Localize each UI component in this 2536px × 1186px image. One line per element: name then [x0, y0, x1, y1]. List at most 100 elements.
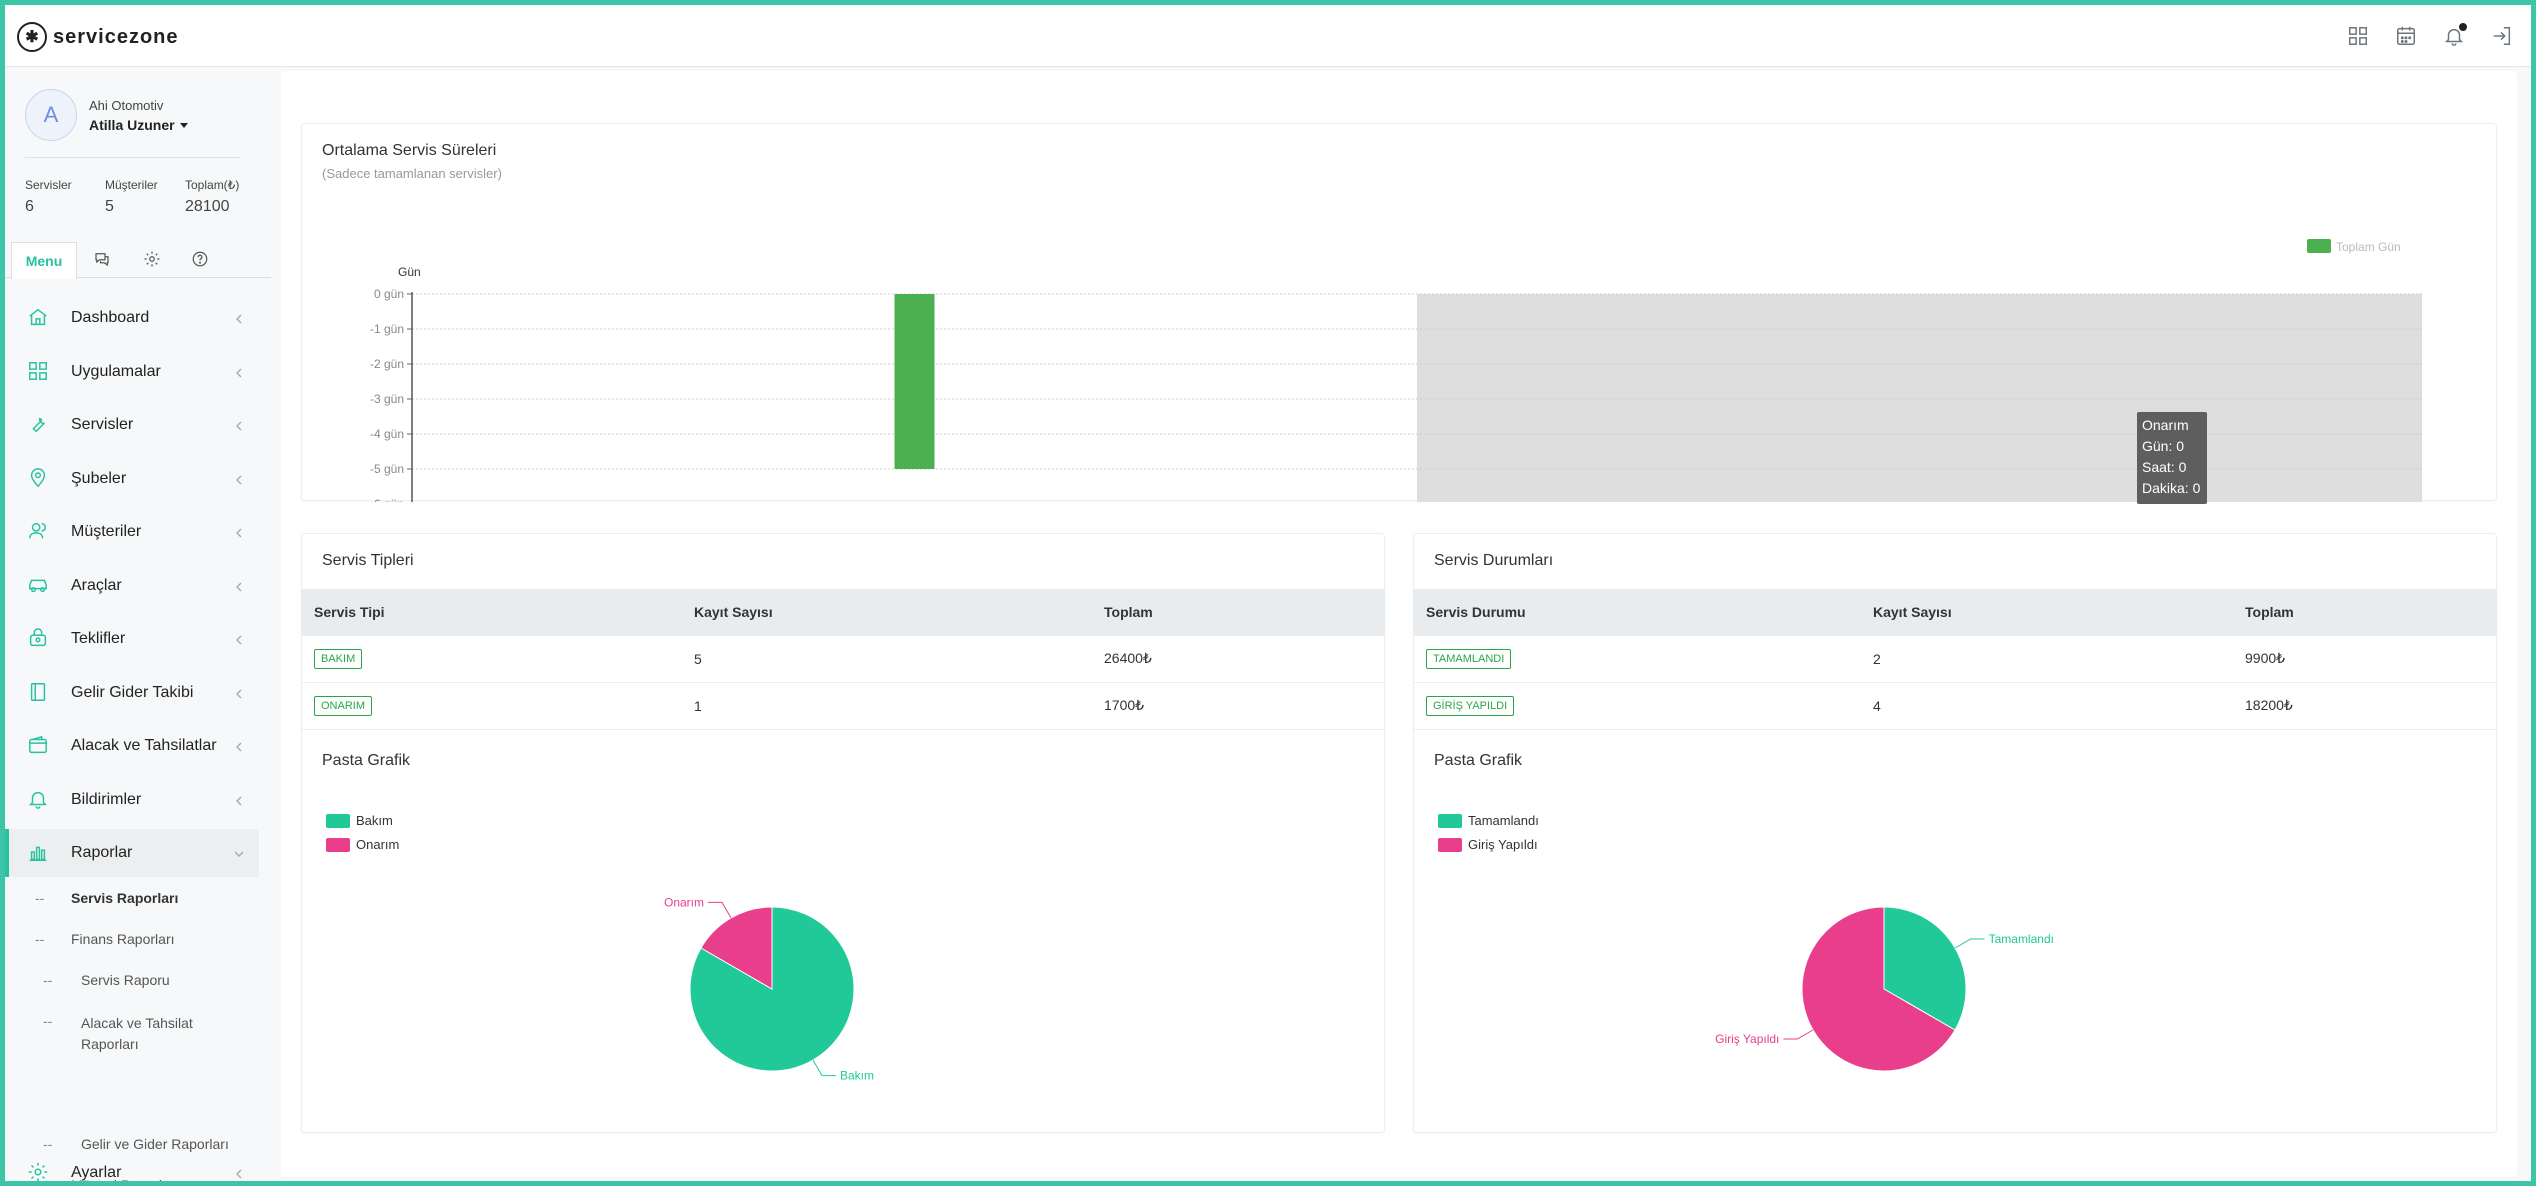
legend-item[interactable]: Bakım [326, 813, 393, 828]
subnav-dash: -- [43, 1136, 53, 1152]
stat-label: Servisler [25, 178, 72, 192]
sidebar-item-servisler[interactable]: Servisler [5, 401, 259, 449]
pie-title: Pasta Grafik [322, 752, 411, 769]
sidebar-item-ayarlar[interactable]: Ayarlar [5, 1151, 259, 1181]
subnav-servis-raporu[interactable]: -- Servis Raporu [43, 972, 255, 992]
table-row: GİRİŞ YAPILDI 4 18200₺ [1414, 681, 2497, 730]
home-icon [27, 306, 51, 330]
service-types-table: Servis Tipi Kayıt Sayısı Toplam BAKIM 5 … [302, 589, 1385, 730]
card-title: Servis Tipleri [322, 552, 414, 569]
count-cell: 4 [1861, 681, 2233, 730]
sidebar-item-label: Alacak ve Tahsilatlar [71, 737, 217, 754]
pie-slice [689, 906, 855, 1072]
chevron-left-icon [233, 580, 245, 592]
legend-label: Onarım [356, 837, 400, 852]
status-cell: GİRİŞ YAPILDI [1414, 681, 1861, 730]
tab-menu[interactable]: Menu [11, 242, 77, 279]
sidebar-item-label: Müşteriler [71, 523, 142, 540]
total-cell: 26400₺ [1092, 634, 1385, 683]
subnav-label: Müşteri Raporları [71, 1177, 179, 1186]
count-cell: 2 [1861, 634, 2233, 683]
chat-icon[interactable] [93, 250, 113, 270]
subnav-servis-raporlari[interactable]: -- Servis Raporları [35, 890, 255, 910]
subnav-label: Servis Raporu [81, 972, 170, 988]
avatar[interactable]: A [25, 89, 77, 141]
y-axis-label: Gün [398, 265, 421, 279]
sidebar-item-label: Bildirimler [71, 791, 142, 808]
user-profile: A Ahi Otomotiv Atilla Uzuner [25, 89, 188, 141]
sidebar-item-subeler[interactable]: Şubeler [5, 455, 259, 503]
subnav-dash: -- [35, 931, 45, 947]
type-badge: ONARIM [314, 695, 372, 716]
type-badge: BAKIM [314, 648, 363, 669]
legend-swatch [2307, 239, 2331, 253]
bell-icon[interactable] [2441, 23, 2467, 49]
sidebar-item-dashboard[interactable]: Dashboard [5, 294, 259, 342]
y-tick-label: -6 gün [370, 497, 404, 502]
users-icon [27, 520, 51, 544]
subnav-label: Alacak ve Tahsilat Raporları [81, 1015, 193, 1052]
logo[interactable]: ✱ servicezone [17, 21, 179, 53]
sidebar-item-uygulamalar[interactable]: Uygulamalar [5, 348, 259, 396]
y-tick-label: -5 gün [370, 462, 404, 476]
sidebar-item-label: Teklifler [71, 630, 126, 647]
pie-slice [1883, 906, 1967, 1031]
subnav-gelir-gider[interactable]: -- Gelir ve Gider Raporları [43, 1136, 255, 1156]
subnav-dash: -- [35, 890, 45, 906]
wallet-icon [27, 734, 51, 758]
stat-value: 5 [105, 198, 114, 215]
pie-leader-line [708, 901, 732, 919]
y-tick-label: -1 gün [370, 322, 404, 336]
legend-item[interactable]: Giriş Yapıldı [1438, 837, 1538, 852]
subnav-label: Servis Raporları [71, 890, 179, 906]
chevron-left-icon [233, 740, 245, 752]
chevron-left-icon [233, 419, 245, 431]
subnav-dash: -- [43, 1013, 53, 1029]
calendar-icon[interactable] [2393, 23, 2419, 49]
subnav-dash: -- [43, 972, 53, 988]
sidebar-item-label: Dashboard [71, 309, 150, 326]
company-name: Ahi Otomotiv [89, 97, 164, 113]
subnav-musteri-raporlari[interactable]: -- Müşteri Raporları [35, 1177, 255, 1186]
offer-icon [27, 627, 51, 651]
y-tick-label: -4 gün [370, 427, 404, 441]
subnav-dash: -- [35, 1177, 45, 1186]
subnav-finans-raporlari[interactable]: -- Finans Raporları [35, 931, 255, 951]
user-menu-toggle[interactable]: Atilla Uzuner [89, 117, 188, 133]
settings-tab-icon[interactable] [143, 250, 163, 270]
bar [894, 294, 935, 469]
help-icon[interactable] [191, 250, 211, 270]
car-icon [27, 574, 51, 598]
sidebar-item-araclar[interactable]: Araçlar [5, 562, 259, 610]
legend-swatch [326, 837, 350, 852]
main-content: Ortalama Servis Süreleri (Sadece tamamla… [281, 71, 2517, 1177]
legend-item[interactable]: Tamamlandı [1438, 813, 1539, 828]
sidebar-item-label: Ayarlar [71, 1164, 122, 1181]
tooltip-line: Saat: 0 [2142, 459, 2187, 475]
service-status-table: Servis Durumu Kayıt Sayısı Toplam TAMAML… [1414, 589, 2497, 730]
sidebar-item-label: Araçlar [71, 577, 122, 594]
logout-icon[interactable] [2489, 23, 2515, 49]
gear-logo-icon: ✱ [17, 22, 47, 52]
sidebar-item-gelir-gider[interactable]: Gelir Gider Takibi [5, 669, 259, 717]
avg-service-card: Ortalama Servis Süreleri (Sadece tamamla… [301, 123, 2497, 502]
sidebar-item-raporlar[interactable]: Raporlar [5, 829, 259, 877]
column-header: Servis Tipi [302, 589, 682, 635]
bell-icon [27, 788, 51, 812]
sidebar-item-bildirimler[interactable]: Bildirimler [5, 776, 259, 824]
stat-label: Müşteriler [105, 178, 158, 192]
apps-grid-icon[interactable] [2345, 23, 2371, 49]
column-header: Kayıt Sayısı [682, 589, 1092, 635]
chevron-down-icon [233, 847, 245, 859]
sidebar-item-alacak[interactable]: Alacak ve Tahsilatlar [5, 722, 259, 770]
sidebar-item-teklifler[interactable]: Teklifler [5, 615, 259, 663]
sidebar-item-musteriler[interactable]: Müşteriler [5, 508, 259, 556]
top-bar: ✱ servicezone [5, 5, 2531, 67]
legend-item[interactable]: Onarım [326, 837, 399, 852]
total-cell: 1700₺ [1092, 681, 1385, 730]
stat-toplam: Toplam(₺) 28100 [185, 178, 239, 216]
book-icon [27, 681, 51, 705]
chevron-left-icon [233, 526, 245, 538]
subnav-alacak-tahsilat[interactable]: -- Alacak ve Tahsilat Raporları [43, 1013, 255, 1055]
legend-label: Tamamlandı [1468, 813, 1539, 828]
